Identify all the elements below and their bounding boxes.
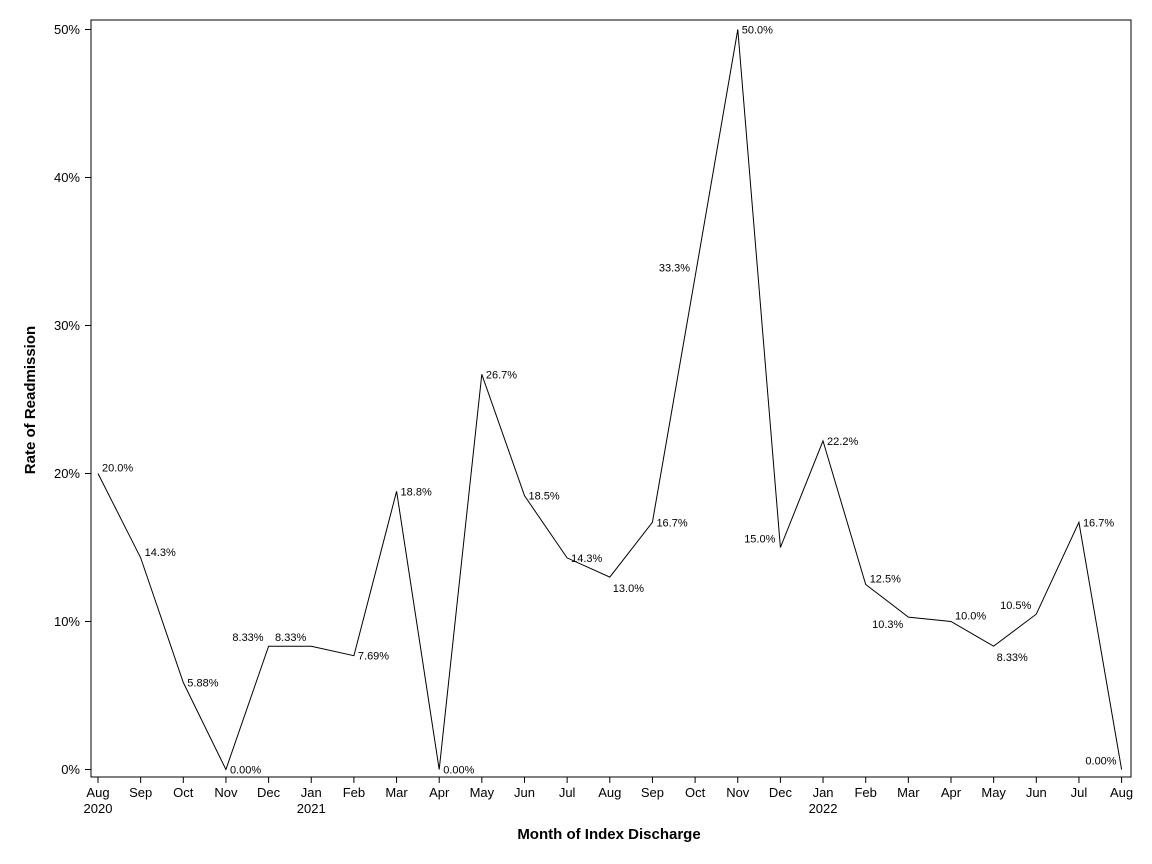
series-line — [97, 29, 1123, 771]
x-tick-label: Apr — [429, 785, 450, 800]
data-label: 18.5% — [529, 491, 560, 503]
x-tick-label: Dec — [769, 785, 793, 800]
data-label: 14.3% — [571, 553, 602, 565]
x-tick-label: Nov — [726, 785, 750, 800]
x-tick-label: Aug — [86, 785, 109, 800]
x-axis-title: Month of Index Discharge — [517, 826, 700, 843]
data-label: 0.00% — [443, 765, 474, 777]
x-tick-label: Mar — [897, 785, 920, 800]
x-tick-label: Mar — [385, 785, 408, 800]
data-label: 13.0% — [613, 583, 644, 595]
x-tick-label: May — [470, 785, 495, 800]
x-tick-label: Dec — [257, 785, 281, 800]
data-label: 22.2% — [827, 436, 858, 448]
x-tick-label: Jul — [1071, 785, 1088, 800]
x-tick-label: Sep — [129, 785, 152, 800]
x-year-label: 2022 — [809, 801, 838, 816]
data-label: 8.33% — [232, 632, 263, 644]
y-tick-label: 40% — [54, 170, 80, 185]
data-label: 33.3% — [659, 263, 690, 275]
data-label: 8.33% — [997, 652, 1028, 664]
data-label: 0.00% — [1085, 756, 1116, 768]
y-tick-label: 10% — [54, 614, 80, 629]
data-label: 14.3% — [145, 547, 176, 559]
data-labels: 20.0% 14.3% 5.88% 0.00% 8.33% 8.33% 7.69% 18.8%… — [102, 25, 1117, 777]
y-tick-label: 20% — [54, 466, 80, 481]
y-axis-title: Rate of Readmission — [22, 326, 39, 474]
x-tick-label: Jan — [301, 785, 322, 800]
x-tick-label: Jul — [559, 785, 576, 800]
data-label: 16.7% — [1083, 517, 1114, 529]
data-label: 0.00% — [230, 765, 261, 777]
x-tick-label: Sep — [641, 785, 664, 800]
plot-frame — [90, 19, 1132, 778]
data-label: 10.0% — [955, 611, 986, 623]
x-year-label: 2021 — [297, 801, 326, 816]
data-label: 10.3% — [872, 619, 903, 631]
y-axis: 0% 10% 20% 30% 40% 50% — [54, 22, 91, 777]
x-tick-label: Jun — [514, 785, 535, 800]
x-tick-label: Aug — [1110, 785, 1133, 800]
x-tick-label: Oct — [685, 785, 706, 800]
data-label: 50.0% — [742, 25, 773, 37]
data-label: 8.33% — [275, 632, 306, 644]
data-label: 10.5% — [1000, 600, 1031, 612]
data-label: 7.69% — [358, 651, 389, 663]
data-label: 26.7% — [486, 369, 517, 381]
data-label: 20.0% — [102, 463, 133, 475]
data-label: 12.5% — [870, 574, 901, 586]
x-tick-label: Feb — [854, 785, 876, 800]
data-label: 5.88% — [187, 677, 218, 689]
x-tick-label: Jan — [813, 785, 834, 800]
y-tick-label: 50% — [54, 22, 80, 37]
data-label: 15.0% — [744, 534, 775, 546]
y-tick-label: 30% — [54, 318, 80, 333]
x-tick-label: Oct — [173, 785, 194, 800]
data-label: 16.7% — [656, 517, 687, 529]
x-tick-label: Jun — [1026, 785, 1047, 800]
y-tick-label: 0% — [61, 762, 80, 777]
x-tick-label: Aug — [598, 785, 621, 800]
x-tick-label: Apr — [941, 785, 962, 800]
x-tick-label: May — [981, 785, 1006, 800]
x-tick-label: Nov — [214, 785, 238, 800]
x-tick-label: Feb — [343, 785, 365, 800]
x-year-label: 2020 — [84, 801, 113, 816]
data-label: 18.8% — [401, 486, 432, 498]
